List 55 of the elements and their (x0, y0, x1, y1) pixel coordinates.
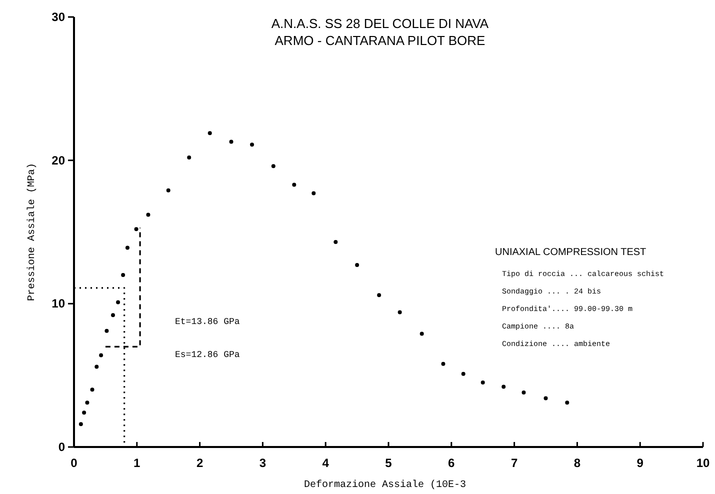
point (292, 182, 296, 187)
point (544, 396, 548, 400)
point (82, 410, 86, 415)
x-tick-label: 10 (696, 456, 710, 470)
point (146, 212, 150, 217)
point (312, 191, 316, 196)
point (420, 332, 424, 336)
point (134, 227, 138, 232)
point (208, 131, 212, 136)
x-tick-label: 6 (448, 456, 456, 470)
chart-title: A.N.A.S. SS 28 DEL COLLE DI NAVA (271, 16, 489, 31)
point (461, 372, 466, 376)
point (90, 388, 94, 392)
annotation: Et=13.86 GPa (175, 317, 240, 327)
point (355, 262, 360, 267)
annotation: Es=12.86 GPa (175, 350, 240, 360)
point (111, 313, 115, 318)
x-tick-label: 9 (636, 456, 644, 470)
point (441, 362, 446, 366)
point (229, 140, 234, 144)
point (187, 155, 192, 160)
point (377, 293, 382, 298)
point (502, 384, 506, 389)
point (121, 273, 126, 277)
point (271, 164, 276, 168)
x-tick-label: 4 (322, 456, 330, 470)
y-tick-label: 20 (52, 153, 66, 168)
x-tick-label: 0 (70, 456, 78, 470)
y-tick-label: 30 (52, 10, 66, 24)
y-tick-label: 10 (52, 296, 66, 311)
point (104, 328, 109, 333)
point (78, 422, 83, 426)
point (85, 400, 90, 405)
point (125, 246, 130, 250)
x-tick-label: 2 (196, 456, 204, 470)
y-axis-title: Pressione Assiale (MPa) (26, 162, 38, 302)
x-tick-label: 3 (259, 456, 266, 470)
text: ARMO - CANTARANA PILOT BORE (274, 33, 486, 48)
x-tick-label: 1 (134, 456, 141, 470)
point (166, 188, 170, 192)
point (116, 300, 120, 304)
point (522, 390, 526, 395)
point (480, 380, 485, 384)
point (99, 353, 104, 358)
point (398, 310, 402, 314)
x-axis-title: Deformazione Assiale (10E-3 (304, 479, 466, 491)
y-tick-label: 0 (58, 440, 66, 454)
x-tick-label: 5 (385, 456, 392, 470)
x-tick-label: 7 (510, 456, 518, 470)
x-tick-label: 8 (574, 456, 581, 470)
annotation: UNIAXIAL COMPRESSION TEST (495, 247, 646, 258)
point (565, 400, 570, 405)
point (250, 142, 254, 147)
point (94, 364, 99, 369)
point (334, 240, 338, 244)
